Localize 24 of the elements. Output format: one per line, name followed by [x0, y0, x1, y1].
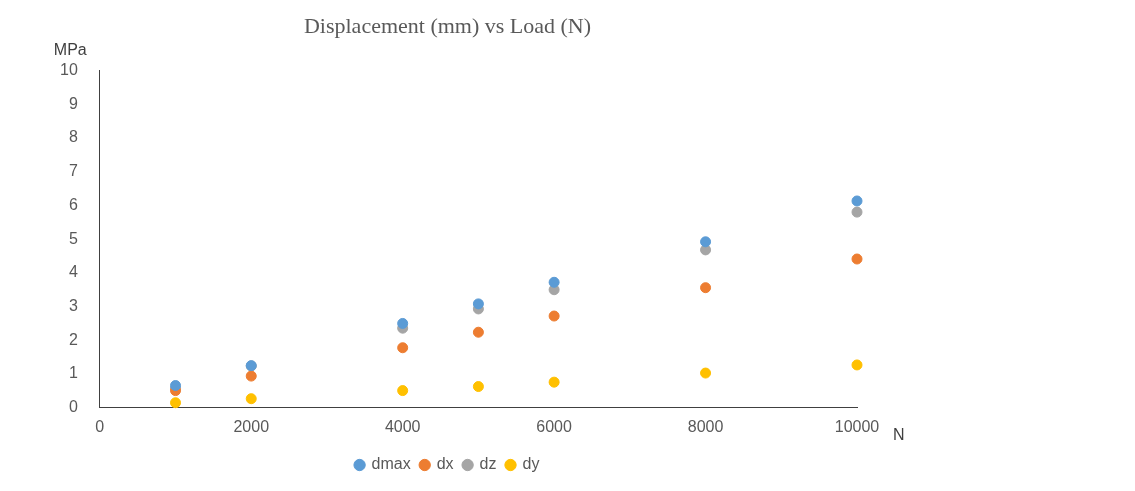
y-tick-label: 9 [68, 94, 78, 112]
chart-title: Displacement (mm) vs Load (N) [303, 12, 592, 38]
y-tick-label: 5 [68, 229, 78, 247]
y-tick-label: 8 [68, 128, 78, 146]
y-tick-label: 3 [68, 296, 78, 314]
legend-label: dmax [371, 455, 411, 473]
y-tick-label: 4 [68, 263, 78, 281]
y-tick-label: 7 [68, 162, 78, 180]
legend-label: dy [522, 455, 540, 473]
x-axis-title: N [893, 426, 905, 444]
y-tick-label: 6 [68, 195, 78, 213]
x-tick-label: 0 [95, 417, 105, 435]
x-tick-label: 6000 [536, 417, 573, 435]
y-axis-title: MPa [53, 40, 87, 58]
x-tick-label: 2000 [233, 417, 270, 435]
legend-label: dz [479, 455, 497, 473]
y-tick-label: 1 [68, 364, 78, 382]
legend-label: dx [436, 455, 454, 473]
x-tick-label: 10000 [834, 417, 880, 435]
x-tick-label: 4000 [384, 417, 421, 435]
y-tick-label: 0 [68, 398, 78, 416]
x-tick-label: 8000 [687, 417, 724, 435]
y-tick-label: 10 [60, 60, 78, 78]
y-tick-label: 2 [68, 330, 78, 348]
